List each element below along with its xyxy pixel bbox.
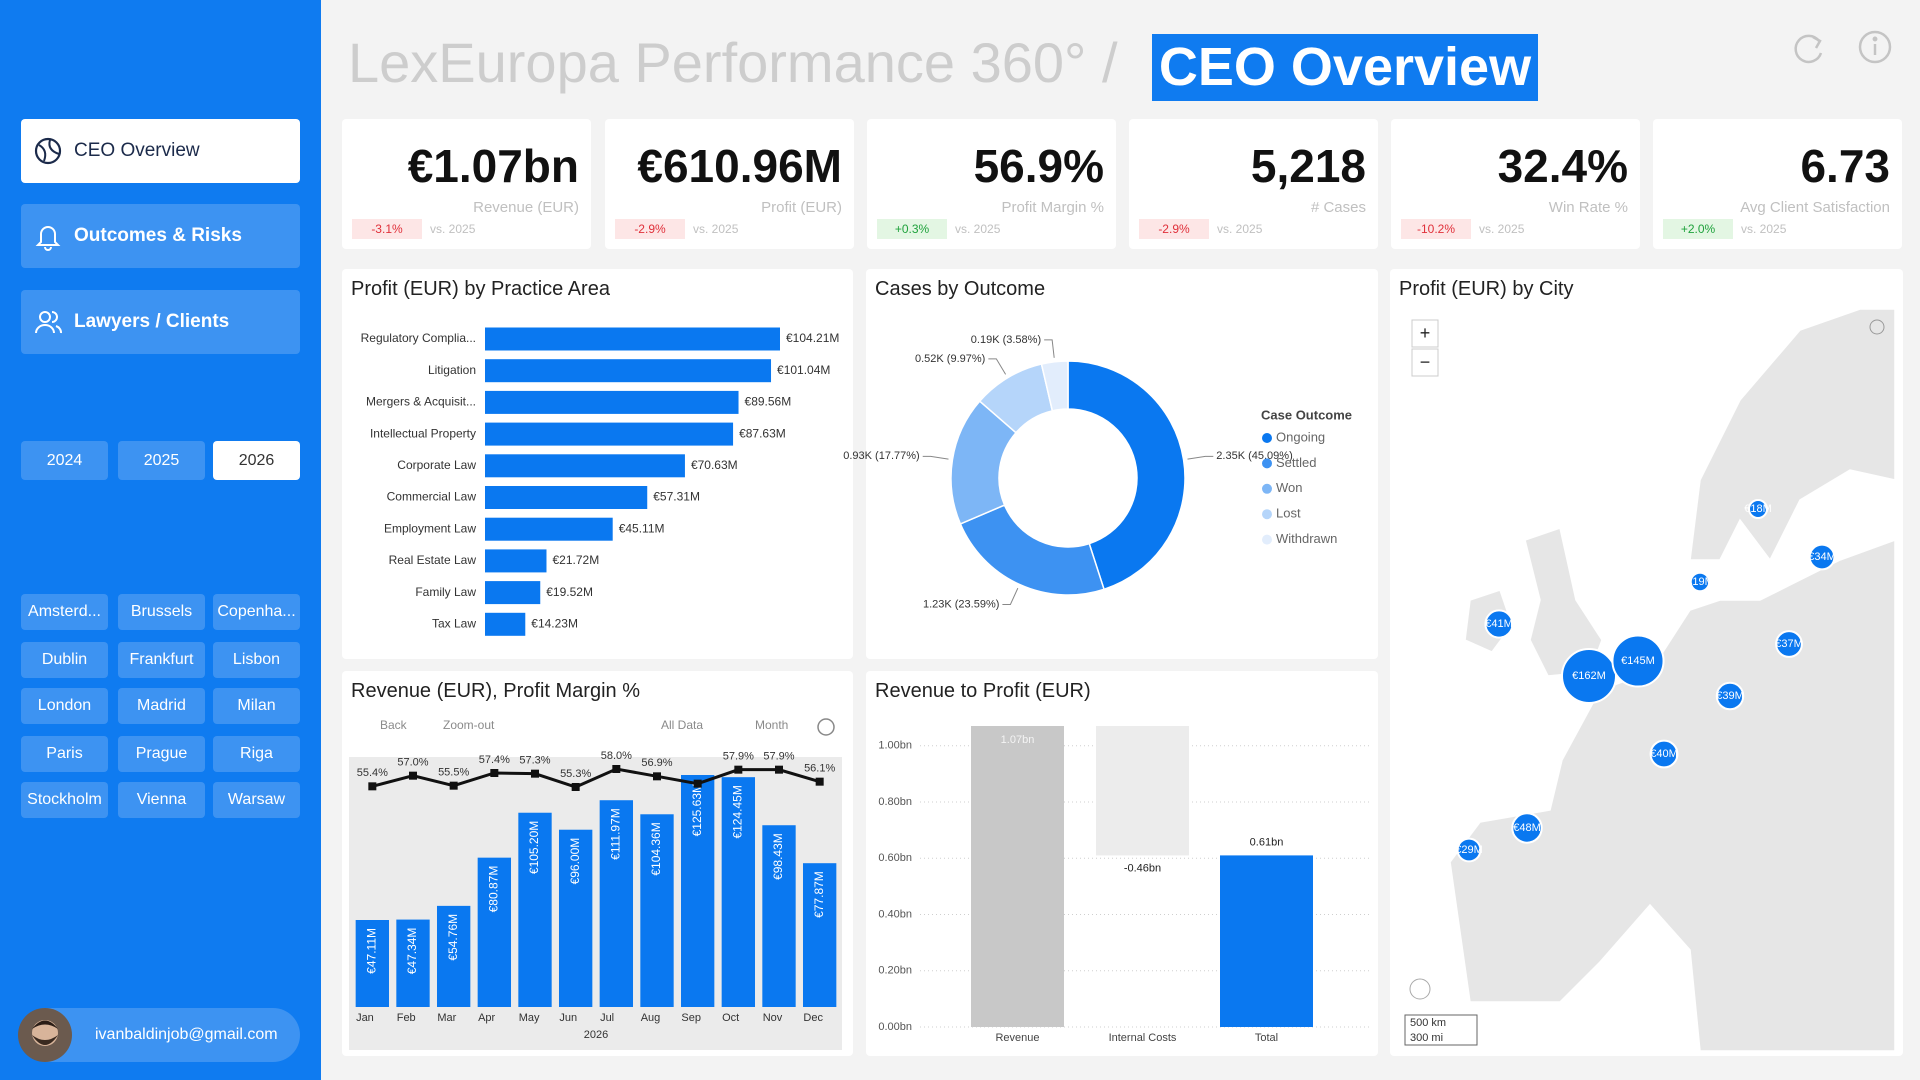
city-button[interactable]: Frankfurt xyxy=(118,642,205,678)
city-button[interactable]: Dublin xyxy=(21,642,108,678)
kpi-delta: -2.9% xyxy=(1139,219,1209,239)
icon-part xyxy=(34,137,62,165)
chart-card: Revenue to Profit (EUR) xyxy=(866,671,1378,1056)
nav-button[interactable]: CEO Overview xyxy=(21,119,300,183)
header-icons xyxy=(1794,30,1892,64)
kpi-value: 32.4% xyxy=(1497,140,1628,192)
chart-title: Revenue (EUR), Profit Margin % xyxy=(351,680,640,702)
city-button[interactable]: Prague xyxy=(118,736,205,772)
kpi-comparison: vs. 2025 xyxy=(1479,222,1525,236)
kpi-comparison: vs. 2025 xyxy=(955,222,1001,236)
report-title: LexEuropa Performance 360° / xyxy=(348,31,1118,94)
nav-button[interactable]: Outcomes & Risks xyxy=(21,204,300,268)
chart-card: Cases by Outcome xyxy=(866,269,1378,659)
city-button[interactable]: Milan xyxy=(213,688,300,724)
year-button[interactable]: 2025 xyxy=(118,441,205,480)
nav-label: Lawyers / Clients xyxy=(74,311,230,332)
kpi-label: Revenue (EUR) xyxy=(473,199,579,216)
icon-part xyxy=(35,311,62,334)
icon xyxy=(34,137,62,165)
chart-card: Profit (EUR) by Practice Area xyxy=(342,269,853,659)
kpi-card: 32.4% Win Rate % -10.2% vs. 2025 xyxy=(1391,119,1640,249)
kpi-value: €1.07bn xyxy=(407,140,579,192)
icon-part xyxy=(38,139,60,162)
city-button[interactable]: London xyxy=(21,688,108,724)
kpi-delta: -2.9% xyxy=(615,219,685,239)
kpi-label: Profit Margin % xyxy=(1001,199,1104,216)
city-button[interactable]: Riga xyxy=(213,736,300,772)
avatar-hair xyxy=(32,1020,58,1029)
icon-part xyxy=(39,311,51,323)
kpi-card: €610.96M Profit (EUR) -2.9% vs. 2025 xyxy=(605,119,854,249)
kpi-label: Profit (EUR) xyxy=(761,199,842,216)
chart-card: Revenue (EUR), Profit Margin % xyxy=(342,671,853,1056)
icon xyxy=(35,226,61,251)
kpi-label: # Cases xyxy=(1310,199,1366,216)
kpi-value: 56.9% xyxy=(973,140,1104,192)
city-button[interactable]: Copenha... xyxy=(213,594,300,630)
avatar xyxy=(18,1008,72,1062)
kpi-delta: -10.2% xyxy=(1401,219,1471,239)
city-button[interactable]: Madrid xyxy=(118,688,205,724)
kpi-card: 6.73 Avg Client Satisfaction +2.0% vs. 2025 xyxy=(1653,119,1902,249)
kpi-value: €610.96M xyxy=(637,140,842,192)
kpi-value: 5,218 xyxy=(1250,140,1366,192)
icon xyxy=(35,311,62,334)
kpi-value: 6.73 xyxy=(1800,140,1890,192)
nav-label: CEO Overview xyxy=(74,140,200,161)
city-button[interactable]: Lisbon xyxy=(213,642,300,678)
kpi-card: 56.9% Profit Margin % +0.3% vs. 2025 xyxy=(867,119,1116,249)
kpi-delta: +0.3% xyxy=(877,219,947,239)
kpi-card: 5,218 # Cases -2.9% vs. 2025 xyxy=(1129,119,1378,249)
nav-label: Outcomes & Risks xyxy=(74,225,242,246)
chart-title: Cases by Outcome xyxy=(875,278,1046,300)
avatar-beard xyxy=(32,1035,58,1045)
kpi-comparison: vs. 2025 xyxy=(1741,222,1787,236)
nav-button[interactable]: Lawyers / Clients xyxy=(21,290,300,354)
city-button[interactable]: Warsaw xyxy=(213,782,300,818)
kpi-comparison: vs. 2025 xyxy=(693,222,739,236)
chart-card: Profit (EUR) by City xyxy=(1390,269,1903,1056)
kpi-card: €1.07bn Revenue (EUR) -3.1% vs. 2025 xyxy=(342,119,591,249)
city-button[interactable]: Vienna xyxy=(118,782,205,818)
kpi-delta: +2.0% xyxy=(1663,219,1733,239)
chart-title: Profit (EUR) by Practice Area xyxy=(351,278,610,300)
kpi-label: Win Rate % xyxy=(1548,199,1628,216)
year-button[interactable]: 2024 xyxy=(21,441,108,480)
city-button[interactable]: Stockholm xyxy=(21,782,108,818)
info-icon[interactable] xyxy=(1858,30,1892,64)
city-button[interactable]: Brussels xyxy=(118,594,205,630)
chart-title: Profit (EUR) by City xyxy=(1399,278,1574,300)
city-button[interactable]: Paris xyxy=(21,736,108,772)
chart-title: Revenue to Profit (EUR) xyxy=(875,680,1091,702)
user-pill[interactable]: ivanbaldinjob@gmail.com xyxy=(18,1008,300,1062)
kpi-label: Avg Client Satisfaction xyxy=(1740,199,1890,216)
kpi-comparison: vs. 2025 xyxy=(430,222,476,236)
refresh-icon[interactable] xyxy=(1794,34,1823,64)
kpi-delta: -3.1% xyxy=(352,219,422,239)
kpi-comparison: vs. 2025 xyxy=(1217,222,1263,236)
icon-part xyxy=(35,226,61,251)
city-button[interactable]: Amsterd... xyxy=(21,594,108,630)
page-title: CEO Overview xyxy=(1152,34,1538,101)
year-button[interactable]: 2026 xyxy=(213,441,300,480)
